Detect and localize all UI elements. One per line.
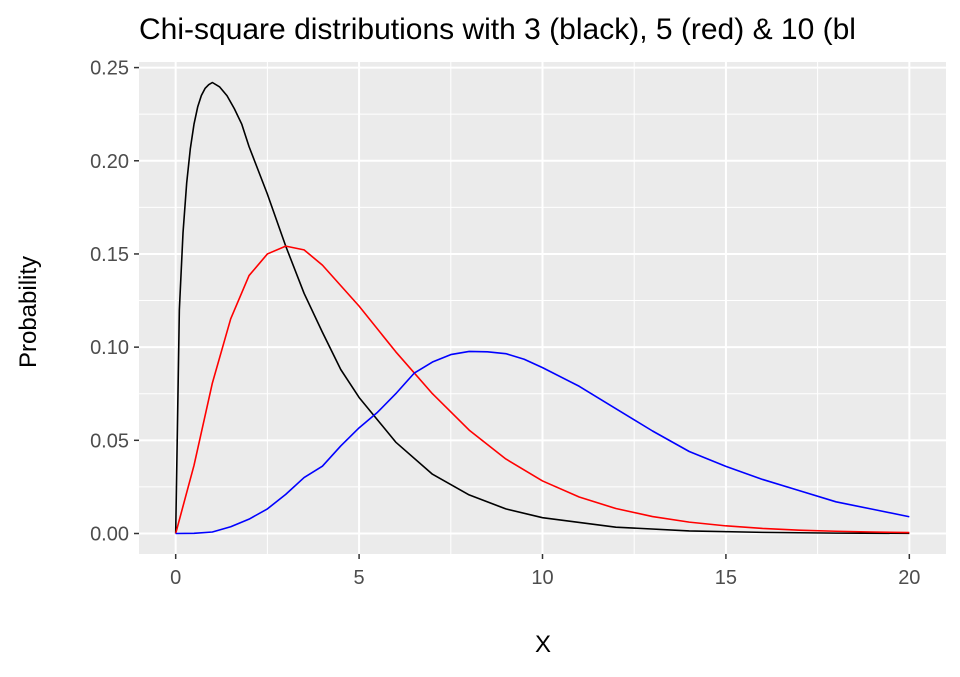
- y-tick-label: 0.05: [90, 430, 129, 452]
- x-tick-label: 20: [898, 567, 920, 589]
- x-tick-label: 10: [531, 567, 553, 589]
- grid: [139, 62, 946, 554]
- y-tick-label: 0.25: [90, 58, 129, 80]
- y-tick-label: 0.20: [90, 151, 129, 173]
- y-tick-label: 0.15: [90, 244, 129, 266]
- x-tick-label: 15: [715, 567, 737, 589]
- series-line-black: [174, 81, 910, 535]
- y-tick-label: 0.10: [90, 337, 129, 359]
- series-line-red: [174, 245, 910, 534]
- y-axis-title: Probability: [15, 256, 42, 368]
- chart-title: Chi-square distributions with 3 (black),…: [139, 13, 856, 46]
- series-layer: [174, 81, 910, 535]
- x-tick-label: 5: [354, 567, 365, 589]
- x-axis-title: X: [535, 631, 551, 658]
- x-tick-label: 0: [170, 567, 181, 589]
- axes: 0 5 10 15 20 0.00 0.05 0.10 0.15 0.20 0.25: [90, 58, 920, 589]
- series-line-blue: [175, 350, 910, 535]
- y-tick-label: 0.00: [90, 524, 129, 546]
